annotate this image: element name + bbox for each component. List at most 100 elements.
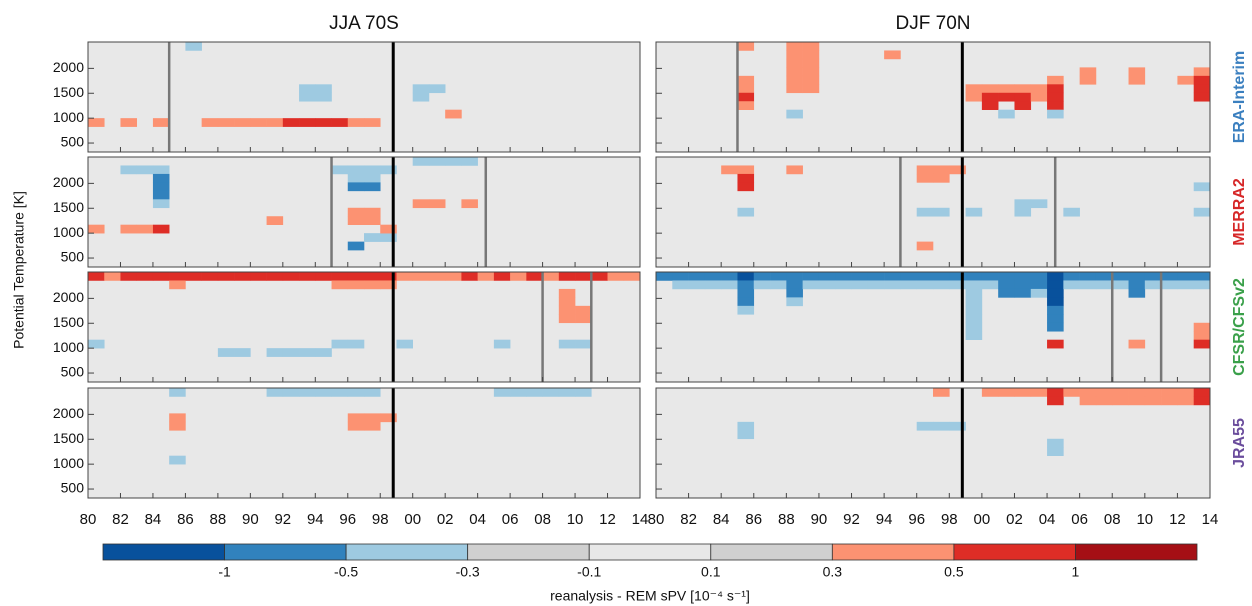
x-tick-label: 86 bbox=[745, 511, 762, 528]
heat-cell bbox=[1128, 288, 1146, 298]
heat-cell bbox=[1014, 388, 1032, 397]
heat-cell bbox=[1047, 388, 1064, 397]
heat-cell bbox=[753, 272, 771, 281]
y-tick-label: 1000 bbox=[53, 455, 84, 471]
y-tick-label: 2000 bbox=[53, 405, 84, 421]
heat-cell bbox=[364, 280, 381, 290]
colorbar-tick-label: -0.3 bbox=[456, 564, 480, 580]
heat-cell bbox=[998, 272, 1015, 281]
heat-cell bbox=[331, 118, 349, 127]
heat-cell bbox=[120, 272, 138, 281]
heat-cell bbox=[1063, 272, 1080, 281]
heat-cell bbox=[737, 297, 755, 307]
heat-cell bbox=[347, 339, 365, 349]
heat-cell bbox=[1014, 288, 1032, 298]
row-label: JRA55 bbox=[1231, 418, 1248, 468]
heat-cell bbox=[786, 58, 803, 68]
heat-cell bbox=[981, 272, 999, 281]
heat-cell bbox=[152, 173, 170, 183]
heat-cell bbox=[688, 272, 706, 281]
heat-cell bbox=[1193, 92, 1211, 102]
heat-cell bbox=[1047, 314, 1064, 324]
x-tick-label: 02 bbox=[437, 511, 454, 528]
heat-cell bbox=[1030, 84, 1048, 94]
heat-cell bbox=[1079, 396, 1097, 406]
heat-cell bbox=[786, 84, 803, 94]
colorbar-tick-label: -0.1 bbox=[577, 564, 601, 580]
heat-cell bbox=[347, 118, 365, 127]
heat-cell bbox=[786, 288, 803, 298]
heat-cell bbox=[1047, 322, 1064, 332]
heat-cell bbox=[1193, 339, 1211, 349]
heat-cell bbox=[169, 413, 186, 423]
heat-cell bbox=[1047, 280, 1064, 290]
colorbar-segment bbox=[224, 543, 347, 561]
heat-cell bbox=[965, 207, 983, 217]
x-tick-label: 84 bbox=[145, 511, 162, 528]
heat-cell bbox=[737, 280, 755, 290]
y-tick-label: 500 bbox=[61, 134, 85, 150]
heat-cell bbox=[884, 272, 901, 281]
heat-cell bbox=[1014, 280, 1032, 290]
heat-cell bbox=[445, 109, 462, 119]
heat-cell bbox=[949, 165, 966, 175]
heat-cell bbox=[1047, 92, 1064, 102]
heat-cell bbox=[347, 216, 365, 225]
heat-cell bbox=[282, 272, 300, 281]
heat-cell bbox=[998, 84, 1015, 94]
heat-cell bbox=[575, 339, 592, 349]
heat-cell bbox=[867, 272, 885, 281]
heat-cell bbox=[1177, 75, 1195, 85]
heat-cell bbox=[88, 118, 105, 127]
heat-cell bbox=[185, 42, 202, 51]
x-tick-label: 06 bbox=[502, 511, 519, 528]
y-tick-label: 1500 bbox=[53, 199, 84, 215]
x-tick-label: 90 bbox=[242, 511, 259, 528]
x-tick-label: 12 bbox=[1169, 511, 1186, 528]
x-tick-label: 08 bbox=[534, 511, 551, 528]
heat-cell bbox=[428, 157, 446, 166]
heat-cell bbox=[575, 272, 592, 281]
heat-cell bbox=[217, 118, 235, 127]
heat-cell bbox=[380, 413, 397, 423]
heat-cell bbox=[266, 388, 284, 397]
heat-cell bbox=[315, 118, 332, 127]
x-tick-label: 82 bbox=[112, 511, 129, 528]
heat-cell bbox=[477, 272, 495, 281]
x-tick-label: 00 bbox=[974, 511, 991, 528]
heat-cell bbox=[916, 421, 934, 431]
heat-cell bbox=[786, 75, 803, 85]
heat-cell bbox=[835, 272, 852, 281]
heat-cell bbox=[315, 84, 332, 94]
heat-cell bbox=[737, 207, 755, 217]
heat-cell bbox=[347, 182, 365, 192]
panel-frame bbox=[87, 156, 641, 268]
heat-cell bbox=[575, 388, 592, 397]
heat-cell bbox=[802, 272, 820, 281]
heat-cell bbox=[998, 288, 1015, 298]
panel-frame bbox=[87, 271, 641, 383]
heat-cell bbox=[802, 280, 820, 290]
x-tick-label: 92 bbox=[843, 511, 860, 528]
heat-cell bbox=[884, 280, 901, 290]
heat-cell bbox=[1193, 207, 1211, 217]
heat-cell bbox=[364, 118, 381, 127]
heat-cell bbox=[1063, 207, 1080, 217]
x-tick-label: 96 bbox=[908, 511, 925, 528]
heat-cell bbox=[1128, 388, 1146, 397]
heat-cell bbox=[737, 101, 755, 110]
heat-cell bbox=[933, 421, 950, 431]
heat-cell bbox=[835, 280, 852, 290]
y-tick-label: 2000 bbox=[53, 59, 84, 75]
heat-cell bbox=[152, 118, 170, 127]
heat-cell bbox=[786, 109, 803, 119]
heat-cell bbox=[428, 199, 446, 209]
heat-cell bbox=[299, 118, 316, 127]
heat-cell bbox=[1128, 339, 1146, 349]
heat-cell bbox=[412, 272, 430, 281]
x-tick-label: 82 bbox=[680, 511, 697, 528]
heat-cell bbox=[704, 280, 722, 290]
heat-cell bbox=[493, 388, 511, 397]
heat-cell bbox=[737, 75, 755, 85]
panel-frame bbox=[87, 387, 641, 499]
